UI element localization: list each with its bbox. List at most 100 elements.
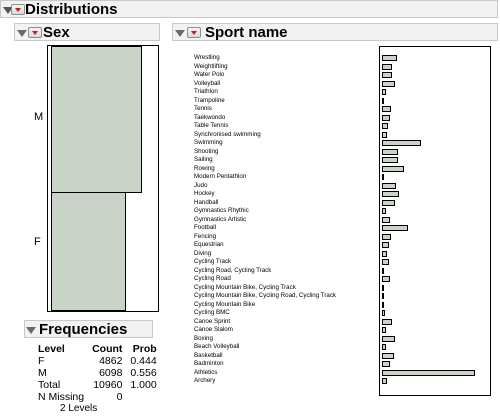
table-row: N Missing 0 — [38, 391, 161, 403]
sport-bar[interactable] — [382, 216, 390, 223]
sport-label: Rowing — [194, 164, 215, 172]
sport-bar[interactable] — [382, 131, 387, 138]
sport-label: Triathlon — [194, 88, 218, 95]
sport-bar[interactable] — [382, 72, 392, 78]
level-cell: M — [38, 367, 47, 379]
sport-label: Equestrian — [194, 241, 224, 248]
table-row: F 4862 0.444 — [38, 355, 161, 367]
red-triangle-menu-icon[interactable] — [11, 4, 25, 15]
sport-title: Sport name — [205, 24, 288, 41]
count-cell: 4862 — [99, 355, 123, 367]
table-row: M 6098 0.556 — [38, 367, 161, 379]
disclosure-triangle-icon[interactable] — [17, 30, 27, 37]
sport-label: Table Tennis — [194, 122, 229, 129]
sport-bar[interactable] — [382, 63, 392, 70]
sport-bar[interactable] — [382, 97, 384, 104]
sport-bar[interactable] — [382, 242, 389, 248]
sport-bar[interactable] — [382, 259, 389, 265]
sport-bar[interactable] — [382, 361, 390, 367]
table-header-row: Level Count Prob — [38, 343, 161, 355]
sport-label: Sailing — [194, 156, 213, 163]
sport-label: Hockey — [194, 190, 215, 197]
sport-bar[interactable] — [382, 208, 386, 214]
sport-label: Cycling Mountain Bike, Cycling Road, Cyc… — [194, 292, 337, 299]
sport-bar[interactable] — [382, 310, 385, 316]
sport-bar[interactable] — [382, 140, 421, 146]
sport-label: Boxing — [194, 334, 213, 342]
column-header-prob: Prob — [132, 343, 157, 355]
sport-label: Weightlifting — [194, 62, 228, 70]
sex-chart-frame — [47, 45, 159, 312]
sport-label: Synchronised swimming — [194, 130, 261, 138]
sport-label: Diving — [194, 249, 212, 257]
sport-bar[interactable] — [382, 250, 387, 257]
sport-bar[interactable] — [382, 80, 395, 87]
sport-bar[interactable] — [382, 318, 392, 325]
prob-cell: 1.000 — [130, 379, 157, 391]
sport-bar[interactable] — [382, 165, 404, 172]
sport-bar[interactable] — [382, 276, 390, 282]
sport-bar[interactable] — [382, 225, 408, 231]
sport-label: Tennis — [194, 105, 212, 112]
sport-bar[interactable] — [382, 114, 390, 121]
sex-bar-f[interactable] — [51, 192, 126, 311]
column-header-count: Count — [92, 343, 123, 355]
frequencies-header: Frequencies — [24, 320, 153, 338]
sport-bar[interactable] — [382, 182, 396, 189]
sport-chart-frame — [379, 46, 491, 396]
sport-bar[interactable] — [382, 369, 475, 376]
column-header-level: Level — [38, 343, 65, 355]
red-triangle-menu-icon[interactable] — [28, 27, 42, 38]
sex-bar-m[interactable] — [51, 46, 142, 193]
sport-label: Cycling Road, Cycling Track — [194, 266, 272, 274]
red-triangle-menu-icon[interactable] — [187, 27, 201, 38]
levels-count: 2 Levels — [60, 403, 98, 414]
sex-header: Sex — [14, 23, 160, 41]
sport-bar[interactable] — [382, 293, 384, 299]
sport-bar[interactable] — [382, 89, 386, 95]
sport-bar[interactable] — [382, 378, 387, 384]
sport-label: Swimming — [194, 139, 223, 146]
sport-label: Cycling Road — [194, 275, 231, 282]
sport-bar[interactable] — [382, 157, 398, 163]
sport-label: Judo — [194, 181, 208, 189]
level-cell: Total — [38, 379, 61, 391]
sport-bar[interactable] — [382, 352, 394, 359]
sport-bar[interactable] — [382, 106, 391, 112]
sex-category-m: M — [34, 111, 44, 123]
sport-bar[interactable] — [382, 199, 395, 206]
sex-title: Sex — [43, 24, 70, 41]
sport-bar[interactable] — [382, 174, 384, 180]
disclosure-triangle-icon[interactable] — [3, 7, 13, 14]
sport-label: Basketball — [194, 351, 223, 359]
sport-header: Sport name — [172, 23, 498, 41]
disclosure-triangle-icon[interactable] — [26, 327, 36, 334]
frequencies-table: Level Count Prob F 4862 0.444 M 6098 0.5… — [38, 343, 161, 403]
sport-label: Gymnastics Rhythic — [194, 207, 249, 214]
sport-bar[interactable] — [382, 335, 395, 342]
sport-labels: Wrestling Weightlifting Water Polo Volleyba… — [194, 54, 374, 396]
sport-label: Fencing — [194, 232, 217, 240]
sport-bar[interactable] — [382, 55, 397, 61]
sport-bar[interactable] — [382, 148, 398, 155]
sport-bar[interactable] — [382, 123, 388, 129]
sport-bar[interactable] — [382, 284, 384, 291]
sport-label: Cycling BMC — [194, 309, 230, 316]
sport-label: Football — [194, 224, 217, 231]
sport-label: Water Polo — [194, 71, 225, 78]
sport-label: Cycling Mountain Bike — [194, 300, 256, 308]
sport-label: Wrestling — [194, 54, 220, 61]
sport-label: Gymnastics Artistic — [194, 215, 247, 223]
sport-label: Canoe Sprint — [194, 317, 231, 325]
sport-label: Cycling Mountain Bike, Cycling Track — [194, 283, 296, 291]
sport-label: Badminton — [194, 360, 224, 367]
count-cell: 10960 — [93, 379, 123, 391]
sport-bar[interactable] — [382, 344, 386, 350]
sex-category-f: F — [34, 236, 41, 248]
sport-bar[interactable] — [382, 301, 384, 308]
sport-bar[interactable] — [382, 191, 399, 197]
sport-bar[interactable] — [382, 327, 386, 333]
sport-bar[interactable] — [382, 267, 384, 274]
disclosure-triangle-icon[interactable] — [175, 30, 185, 37]
sport-bar[interactable] — [382, 233, 391, 240]
